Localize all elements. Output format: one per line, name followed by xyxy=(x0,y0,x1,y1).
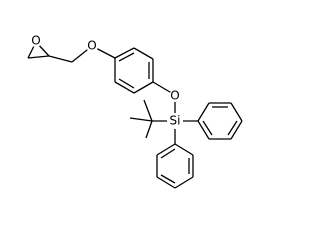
atom-labels: O O O Si xyxy=(30,34,183,129)
atom-label: O xyxy=(170,89,179,103)
atom-label: O xyxy=(31,34,40,48)
atom-label: Si xyxy=(170,114,181,128)
bonds xyxy=(27,41,243,189)
atom-label: O xyxy=(87,39,96,53)
molecule-diagram: O O O Si xyxy=(27,34,243,189)
